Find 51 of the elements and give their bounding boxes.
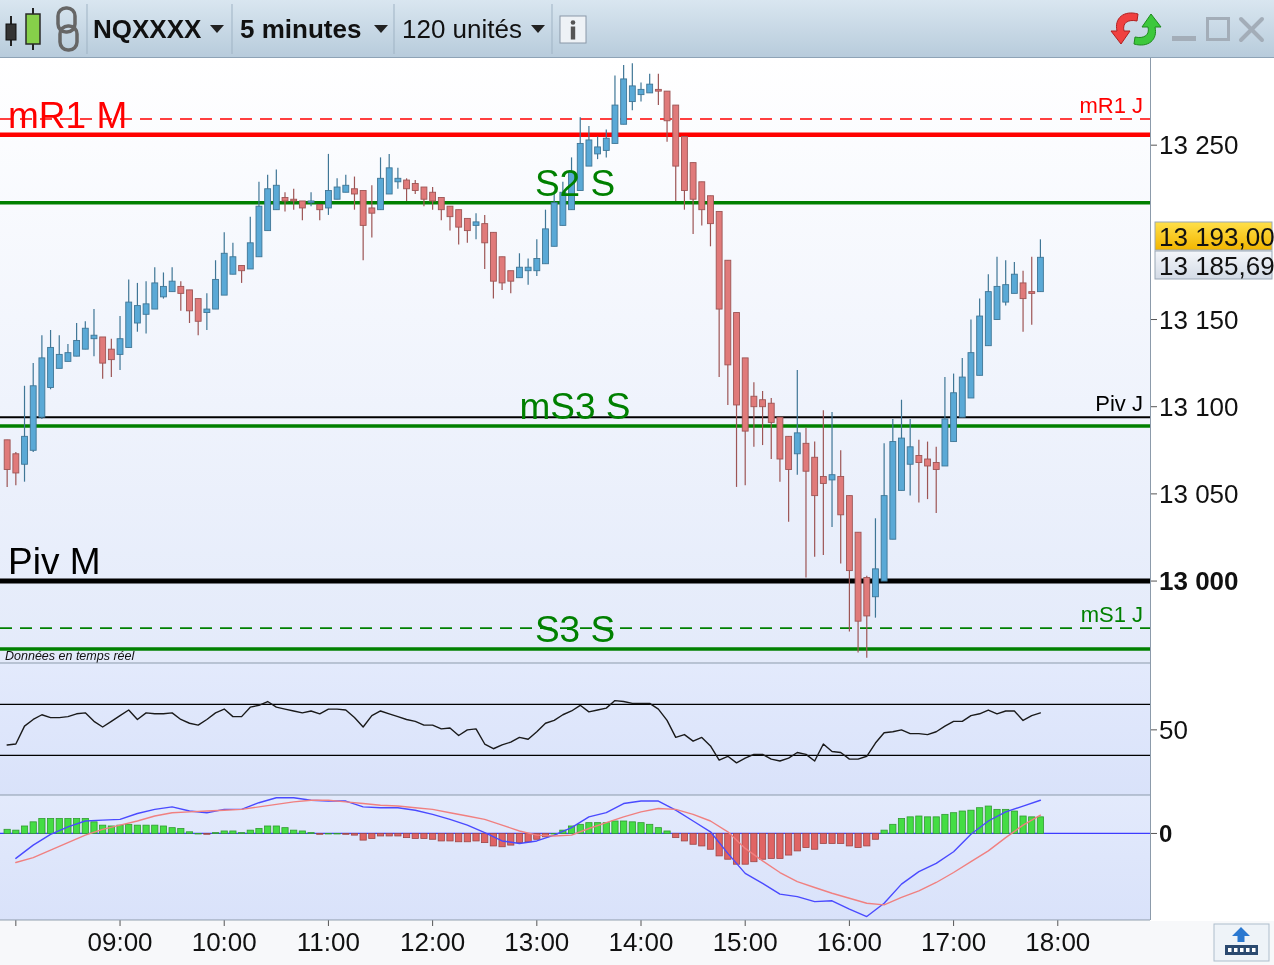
y-tick-label: 13 050 (1159, 478, 1239, 509)
y-tick-label: 13 100 (1159, 391, 1239, 422)
ref-line-label: Piv M (8, 541, 101, 583)
x-tick-label: 17:00 (921, 927, 987, 957)
candlestick (403, 177, 410, 202)
y-tick-label: 13 150 (1159, 304, 1239, 335)
x-tick-label: 18:00 (1025, 927, 1091, 957)
candlestick (481, 214, 489, 270)
candlestick (351, 175, 358, 211)
candlestick (793, 369, 801, 476)
x-tick-label: 16:00 (816, 927, 882, 957)
candlestick (168, 266, 176, 293)
x-tick-label: 14:00 (608, 927, 674, 957)
ref-line-label: mS1 J (1080, 602, 1143, 628)
x-tick-label: 09:00 (87, 927, 153, 957)
x-tick-label: 12:00 (400, 927, 466, 957)
candlestick (759, 390, 766, 446)
ref-line-label: Piv J (1095, 391, 1143, 417)
candlestick (924, 440, 931, 500)
candlestick (915, 439, 923, 504)
candlestick (177, 280, 185, 312)
y-tick-label: 13 250 (1159, 130, 1239, 161)
text: 120 unités (402, 14, 522, 44)
candlestick (307, 191, 315, 207)
candlestick (828, 411, 836, 528)
candlestick (463, 217, 471, 244)
x-tick-label: 13:00 (504, 927, 570, 957)
x-tick-label: 10:00 (191, 927, 257, 957)
x-tick-label: 11:00 (296, 927, 360, 957)
x-tick-label: 15:00 (712, 927, 778, 957)
chart-title: NQXXXX (93, 14, 203, 44)
candlestick (298, 200, 306, 221)
text: 5 minutes (240, 14, 362, 44)
candlestick (906, 418, 914, 497)
candlestick (160, 271, 167, 300)
candlestick (819, 409, 827, 556)
y-tick-label: 13 000 (1159, 566, 1239, 597)
candlestick (472, 212, 480, 240)
candlestick (1010, 261, 1018, 294)
ref-line-label: mR1 J (1079, 93, 1143, 119)
candlestick (516, 252, 523, 279)
candlestick (186, 289, 193, 324)
candlestick (325, 153, 332, 216)
candlestick (203, 292, 211, 331)
candlestick (932, 446, 940, 514)
candlestick (194, 298, 202, 336)
text: 0 (1159, 819, 1173, 847)
candlestick (107, 338, 115, 378)
annotation: Données en temps réel (5, 649, 136, 663)
ref-line-label: S3 S (534, 609, 616, 651)
text: 50 (1159, 714, 1188, 745)
